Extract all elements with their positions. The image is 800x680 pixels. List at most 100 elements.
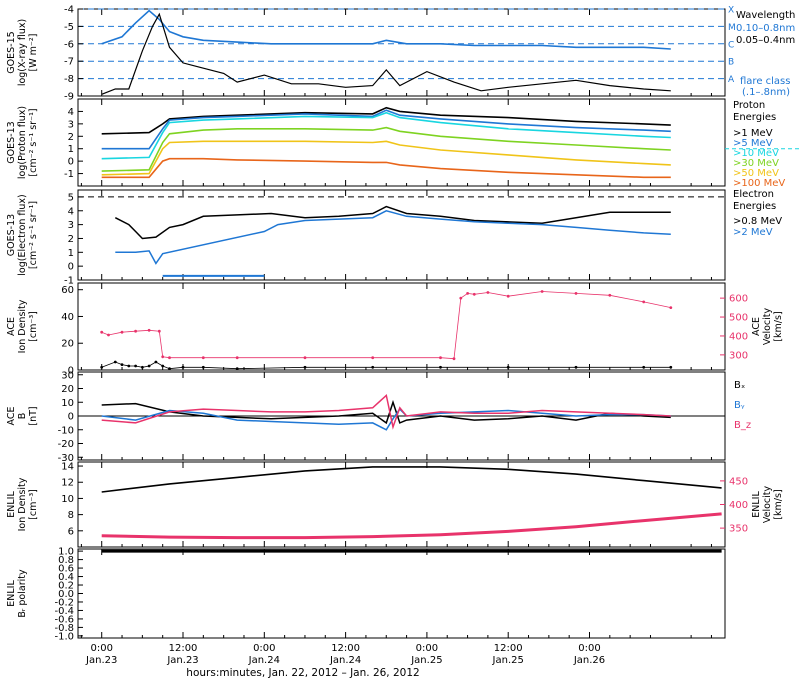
ace-velocity-rtick-label-0: 300 [729,350,748,361]
electron-ytick-label-0: -1 [64,276,74,287]
enlil-density-series [101,466,722,493]
ace-velocity-rtick-label-1: 400 [729,331,748,342]
ace-velocity-ylabel-line-0: ACE [751,317,762,336]
ace-density-ytick-label-3: 60 [61,285,74,296]
enlil-polarity-ylabel-line-1: Bᵣ polarity [17,569,28,618]
electron-ytick-label-5: 4 [68,206,74,217]
enlil-density-ylabel-line-0: ENLIL [6,491,17,518]
proton-legend-title-0: Proton [733,100,765,111]
enlil-density-ytick-label-1: 8 [68,510,74,521]
ace-mag-ytick-label-6: 30 [61,370,74,381]
ace-mag-legend-2: B_z [734,420,751,431]
xray-legend-footer-1: (.1–.8nm) [742,87,790,98]
xray-ytick-label-5: -4 [64,5,74,16]
electron-ytick-label-3: 2 [68,234,74,245]
enlil-polarity-ytick-label-4: -0.2 [54,597,74,608]
enlil-velocity-rtick-label-2: 450 [729,476,748,487]
ace-velocity-rtick-label-2: 500 [729,313,748,324]
ace-density-ylabel-line-0: ACE [6,317,17,336]
proton-legend-entry-3: >30 MeV [733,158,779,169]
enlil-velocity-series [101,512,722,540]
ace-mag-ytick-label-2: -10 [58,425,74,436]
enlil-velocity-ylabel-line-2: [km/s] [773,489,784,519]
proton-ytick-label-4: 3 [68,119,74,130]
xray-ytick-label-2: -7 [64,57,74,68]
ace-mag-ytick-label-5: 20 [61,384,74,395]
proton-legend-title-1: Energies [733,112,776,123]
xray-ylabel-line-0: GOES-15 [6,31,17,73]
time-tick-date-3: Jan.24 [329,655,361,666]
enlil-polarity-ytick-label-5: 0.0 [58,589,74,600]
ace-mag-ytick-label-3: 0 [68,412,74,423]
xray-ytick-label-1: -8 [64,74,74,85]
proton-legend-entry-1: >5 MeV [733,138,773,149]
enlil-polarity-ylabel-line-0: ENLIL [6,580,17,607]
flare-level-label-C: C [728,40,734,50]
time-tick-time-6: 0:00 [578,643,600,654]
enlil-velocity-rtick-label-1: 400 [729,500,748,511]
electron-ylabel-line-0: GOES-13 [6,214,17,256]
time-tick-date-2: Jan.24 [248,655,280,666]
enlil-density-ytick-label-0: 6 [68,526,74,537]
panel-frame-4 [77,282,726,371]
time-tick-date-0: Jan.23 [85,655,117,666]
ace-velocity-series-trace [101,291,671,360]
ace-mag-legend-1: Bᵧ [734,400,745,411]
electron-ytick-label-1: 0 [68,262,74,273]
electron-legend-entry-0: >0.8 MeV [733,216,782,227]
electron-legend-entry-1: >2 MeV [733,227,773,238]
proton-ytick-label-0: -1 [64,169,74,180]
time-tick-time-0: 0:00 [90,643,112,654]
xray-ylabel-line-1: log(X-ray flux) [17,19,28,86]
ace-mag-series-2 [101,393,671,430]
flare-level-label-X: X [728,6,734,16]
enlil-polarity-ytick-label-0: -1.0 [54,631,74,642]
enlil-velocity-ylabel-line-1: Velocity [762,485,773,523]
flare-level-label-M: M [728,23,736,33]
xray-legend-entry-0: 0.10–0.8nm [736,23,795,34]
ace-velocity-ylabel-line-2: [km/s] [773,311,784,341]
enlil-polarity-ytick-label-9: 0.8 [58,555,74,566]
xray-ylabel-line-2: [W m⁻²] [28,34,39,72]
electron-legend-title-1: Energies [733,201,776,212]
enlil-polarity-ytick-label-1: -0.8 [54,623,74,634]
enlil-polarity-ytick-label-7: 0.4 [58,572,74,583]
time-tick-date-1: Jan.23 [166,655,198,666]
electron-series-0 [114,205,671,240]
enlil-polarity-ytick-label-6: 0.2 [58,581,74,592]
proton-ylabel-line-1: log(Proton flux) [17,106,28,179]
ace-mag-ylabel-line-2: [nT] [28,406,39,425]
enlil-density-ytick-label-4: 14 [61,462,74,473]
proton-ylabel-line-0: GOES-13 [6,121,17,163]
ace-mag-series-1 [101,407,671,431]
enlil-polarity-ytick-label-3: -0.4 [54,606,74,617]
proton-series-2 [101,111,671,160]
proton-ytick-label-1: 0 [68,157,74,168]
electron-ytick-label-6: 5 [68,192,74,203]
xray-series-1 [101,12,671,95]
time-tick-time-4: 0:00 [416,643,438,654]
ace-velocity-ylabel-line-1: Velocity [762,307,773,345]
ace-mag-ytick-label-1: -20 [58,439,74,450]
time-tick-time-1: 12:00 [169,643,198,654]
proton-ytick-label-3: 2 [68,132,74,143]
time-tick-time-3: 12:00 [331,643,360,654]
electron-ytick-label-2: 1 [68,248,74,259]
panel-frame-7 [77,548,726,639]
flare-level-label-A: A [728,75,735,85]
proton-series-1 [101,109,671,150]
proton-ytick-label-2: 1 [68,144,74,155]
proton-series-0 [101,106,671,135]
proton-series-3 [101,126,671,172]
enlil-density-ytick-label-2: 10 [61,494,74,505]
enlil-density-ytick-label-3: 12 [61,478,74,489]
ace-mag-ytick-label-4: 10 [61,398,74,409]
ace-density-ytick-label-0: 0 [68,366,74,377]
enlil-polarity-ytick-label-10: 1.0 [58,547,74,558]
xray-ytick-label-4: -5 [64,22,74,33]
ace-density-ylabel-line-2: [cm⁻³] [28,311,39,342]
xray-ytick-label-0: -9 [64,92,74,103]
proton-series-4 [101,140,671,176]
electron-series-1 [115,210,671,265]
proton-series-5 [101,157,671,179]
